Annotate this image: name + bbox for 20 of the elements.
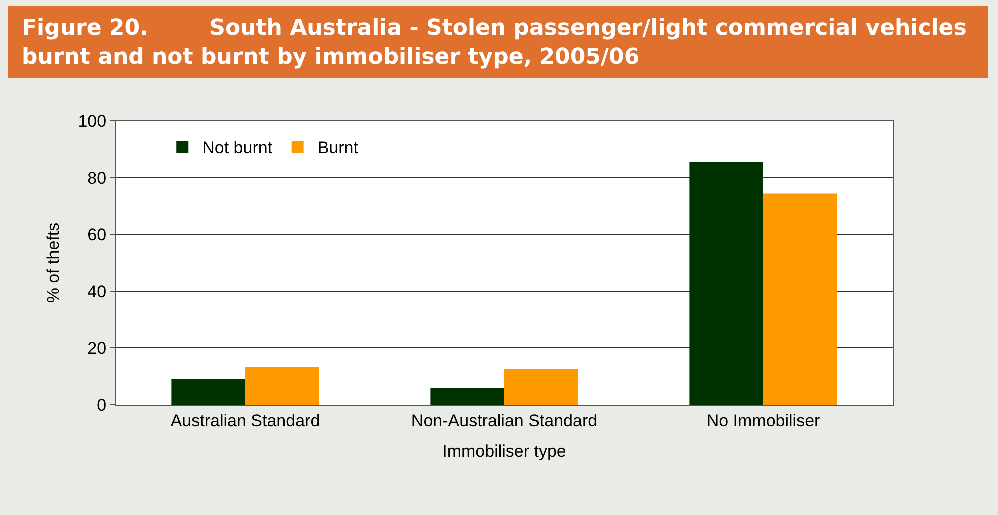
x-tick-label: No Immobiliser — [706, 411, 821, 430]
y-tick-label: 0 — [97, 396, 107, 415]
y-tick-label: 40 — [88, 282, 107, 302]
y-tick-label: 80 — [88, 168, 107, 188]
legend-label: Not burnt — [202, 138, 273, 158]
y-axis-title: % of thefts — [44, 222, 63, 304]
legend-label: Burnt — [318, 138, 359, 158]
bar — [246, 366, 320, 405]
chart-title: Figure 20. South Australia - Stolen passenger/light commercial vehicles burnt and not burnt by immobiliser type, 2005/06 — [8, 6, 988, 78]
y-tick-label: 100 — [78, 112, 107, 131]
y-tick-label: 20 — [88, 339, 107, 358]
x-axis-title: Immobiliser type — [442, 442, 566, 461]
bar — [690, 162, 764, 405]
bar — [172, 379, 246, 405]
x-tick-label: Non-Australian Standard — [411, 411, 598, 430]
bar — [430, 388, 504, 405]
y-tick-label: 60 — [88, 226, 107, 245]
bar — [504, 369, 578, 405]
bar — [764, 194, 838, 405]
x-tick-label: Australian Standard — [170, 411, 320, 430]
